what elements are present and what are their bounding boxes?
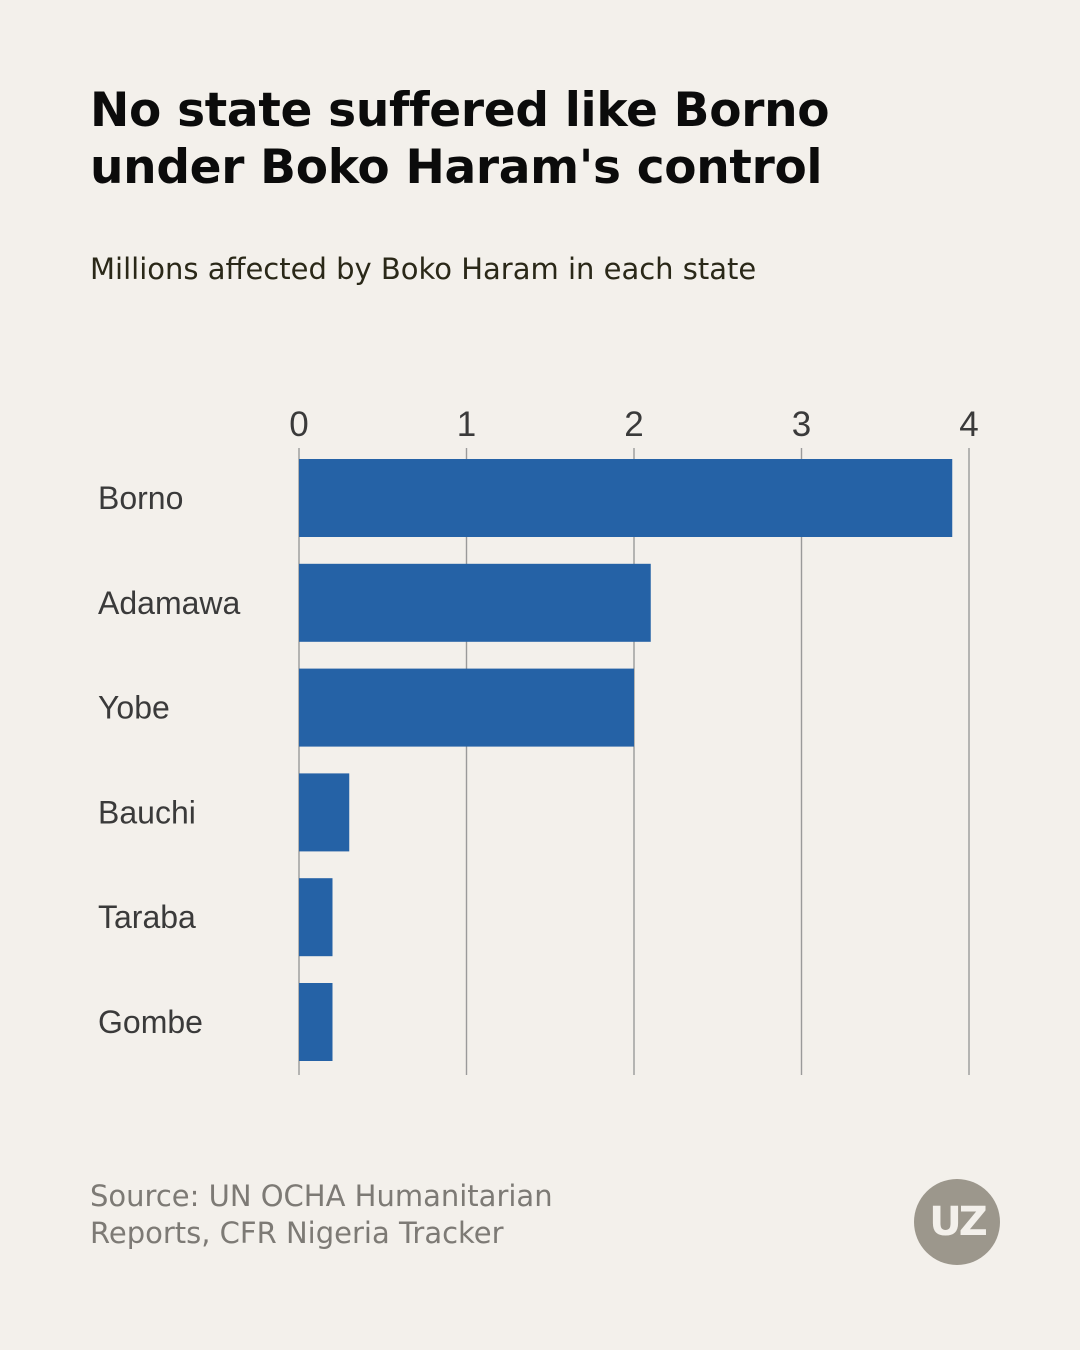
x-tick-label-1: 1 <box>457 405 476 444</box>
x-axis-ticks: 0 1 2 3 4 <box>289 405 978 444</box>
brand-logo: UZ <box>914 1179 1000 1265</box>
x-tick-label-4: 4 <box>959 405 978 444</box>
x-tick-label-2: 2 <box>624 405 643 444</box>
gridlines <box>298 448 970 1075</box>
category-label-adamawa: Adamawa <box>98 585 241 621</box>
category-label-bauchi: Bauchi <box>98 794 196 830</box>
category-label-borno: Borno <box>98 480 183 516</box>
category-labels: Borno Adamawa Yobe Bauchi Taraba Gombe <box>98 480 241 1040</box>
bar-bauchi <box>299 773 350 852</box>
bar-yobe <box>299 668 634 747</box>
x-tick-label-0: 0 <box>289 405 308 444</box>
category-label-taraba: Taraba <box>98 899 196 935</box>
category-label-gombe: Gombe <box>98 1004 203 1040</box>
chart-title: No state suffered like Borno under Boko … <box>90 82 990 196</box>
chart-subtitle: Millions affected by Boko Haram in each … <box>90 252 757 286</box>
bar-borno <box>299 459 953 537</box>
bars <box>299 459 953 1061</box>
chart-title-line-1: No state suffered like Borno <box>90 83 830 138</box>
chart-title-line-2: under Boko Haram's control <box>90 140 823 195</box>
bar-taraba <box>299 878 333 957</box>
source-note: Source: UN OCHA Humanitarian Reports, CF… <box>90 1179 553 1250</box>
category-label-yobe: Yobe <box>98 690 170 726</box>
bar-adamawa <box>299 563 651 642</box>
x-tick-label-3: 3 <box>792 405 811 444</box>
bar-gombe <box>299 983 333 1061</box>
